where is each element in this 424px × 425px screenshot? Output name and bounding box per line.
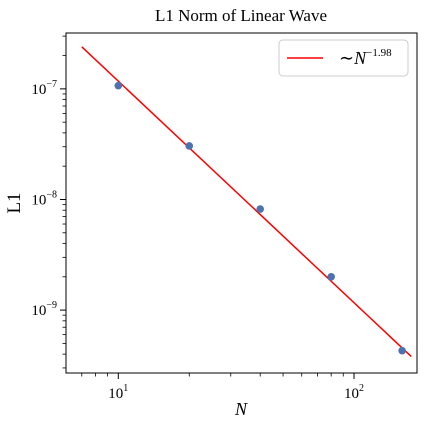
data-point: [256, 205, 265, 213]
plot-frame: [65, 32, 418, 374]
legend-box: [278, 39, 409, 77]
data-point: [327, 273, 335, 281]
y-tick-label: 10−9: [31, 300, 57, 319]
fit-line: [81, 46, 412, 358]
x-minor-ticks: [81, 373, 344, 377]
legend: ∼N−1.98: [278, 39, 409, 77]
data-point: [114, 81, 123, 90]
series-layer: [81, 46, 412, 358]
y-axis-label: L1: [4, 192, 25, 213]
legend-label: ∼N−1.98: [339, 47, 392, 68]
legend-variable: N: [353, 48, 367, 68]
y-tick-label: 10−7: [31, 79, 57, 98]
x-tick-label: 101: [108, 383, 128, 402]
data-point: [398, 346, 406, 355]
chart-title: L1 Norm of Linear Wave: [155, 6, 327, 25]
x-major-ticks: 101 102: [108, 373, 364, 402]
data-point: [185, 142, 194, 150]
y-tick-label: 10−8: [31, 189, 57, 208]
legend-exponent: −1.98: [366, 47, 392, 59]
y-minor-ticks: [62, 35, 66, 369]
legend-tilde: ∼: [339, 48, 354, 68]
x-axis-label: N: [234, 399, 248, 419]
y-major-ticks: 10−7 10−8 10−9: [31, 79, 66, 319]
x-tick-label: 102: [344, 383, 364, 402]
